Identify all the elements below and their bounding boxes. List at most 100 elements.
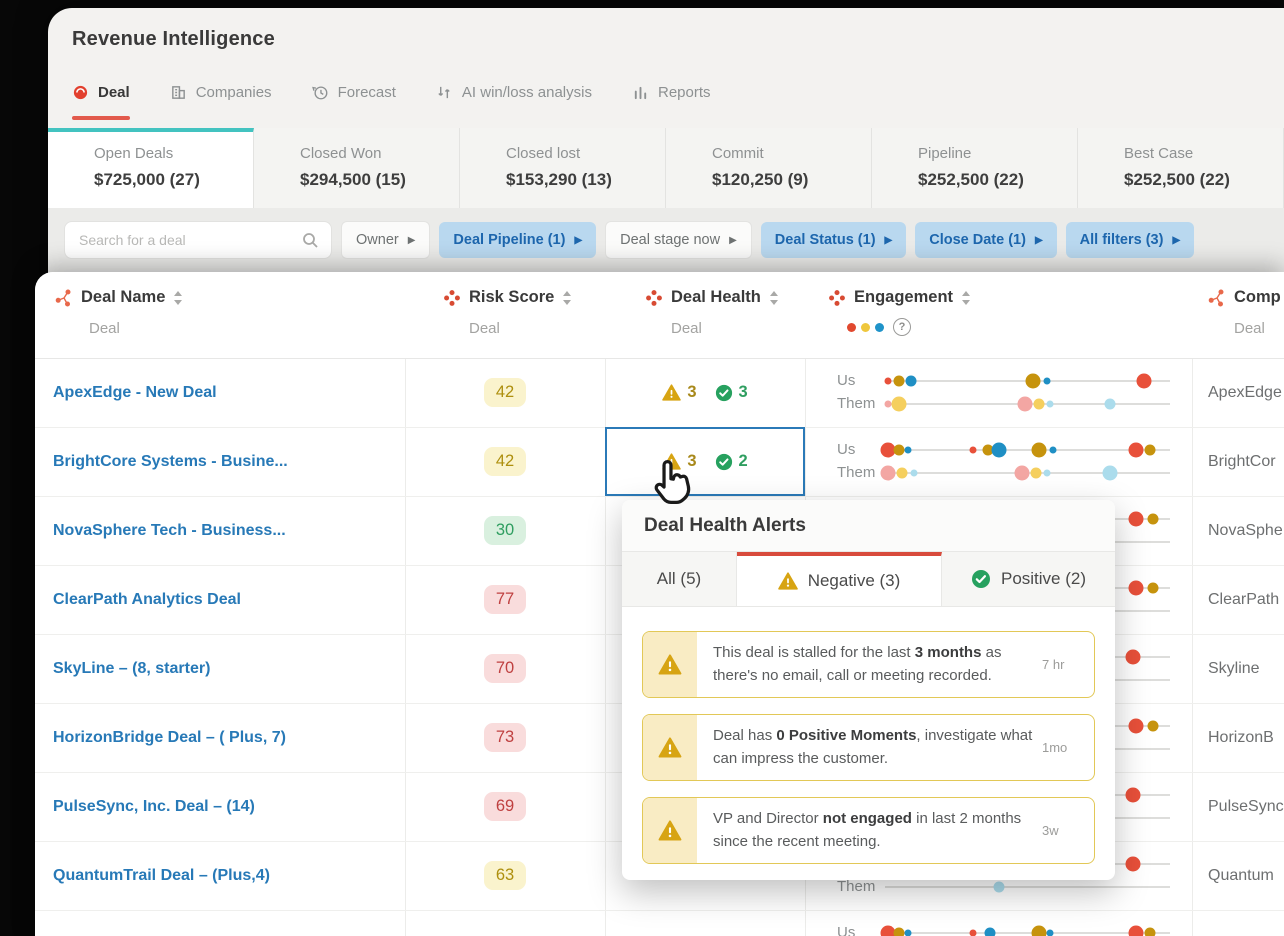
- alert-card[interactable]: This deal is stalled for the last 3 mont…: [642, 631, 1095, 698]
- header-deal-health[interactable]: Deal Health Deal: [605, 272, 805, 358]
- filter-deal-status[interactable]: Deal Status (1) ▶: [760, 222, 907, 258]
- filter-owner[interactable]: Owner ▶: [341, 221, 431, 259]
- engagement-dot-yellow: [896, 467, 908, 478]
- company-cell: ApexEdge: [1192, 358, 1284, 427]
- positive-alerts-stat: 3: [715, 383, 748, 402]
- company-name: ClearPath: [1208, 590, 1280, 608]
- help-icon[interactable]: ?: [893, 318, 911, 336]
- sort-icon[interactable]: [173, 290, 183, 306]
- deal-name-link[interactable]: QuantumTrail Deal – (Plus,4): [53, 866, 270, 884]
- check-circle-icon: [715, 384, 733, 402]
- card-pipeline[interactable]: Pipeline $252,500 (22): [872, 128, 1078, 208]
- engagement-dot-olive: [1147, 513, 1159, 524]
- caret-right-icon: ▶: [407, 234, 416, 246]
- deal-name-link[interactable]: SkyLine – (8, starter): [53, 659, 211, 677]
- alert-age: 3w: [1042, 823, 1059, 838]
- engagement-us-label: Us: [837, 441, 856, 458]
- tab-companies[interactable]: Companies: [170, 84, 272, 101]
- header-deal-name[interactable]: Deal Name Deal: [35, 272, 405, 358]
- alert-card[interactable]: Deal has 0 Positive Moments, investigate…: [642, 714, 1095, 781]
- risk-score-badge: 42: [484, 447, 526, 476]
- gong-logo-icon: [72, 84, 89, 101]
- engagement-dot-pink: [1014, 465, 1030, 480]
- engagement-cell[interactable]: Us Them: [805, 910, 1192, 936]
- header-company[interactable]: Comp Deal: [1192, 272, 1284, 358]
- filter-deal-pipeline[interactable]: Deal Pipeline (1) ▶: [439, 222, 597, 258]
- search-input[interactable]: [77, 231, 281, 249]
- engagement-dot-olive: [1025, 373, 1041, 388]
- table-row: BrightCore Systems - Busine... 42 3 2 Us…: [35, 427, 1284, 497]
- sort-icon[interactable]: [961, 290, 971, 306]
- engagement-dot-red: [884, 377, 892, 384]
- filter-all-filters[interactable]: All filters (3) ▶: [1065, 222, 1195, 258]
- engagement-them-timeline: [884, 396, 1170, 411]
- engagement-dot-olive: [893, 444, 905, 455]
- deal-name-link[interactable]: ApexEdge - New Deal: [53, 383, 217, 401]
- engagement-cell[interactable]: Us Them: [805, 427, 1192, 496]
- warning-icon: [662, 384, 682, 401]
- engagement-dot-red: [1128, 718, 1144, 733]
- warning-icon: [658, 654, 682, 675]
- card-closed-lost[interactable]: Closed lost $153,290 (13): [460, 128, 666, 208]
- card-open-deals[interactable]: Open Deals $725,000 (27): [48, 128, 254, 208]
- popup-tab-positive[interactable]: Positive (2): [942, 552, 1115, 606]
- search-icon: [302, 232, 319, 249]
- card-closed-won[interactable]: Closed Won $294,500 (15): [254, 128, 460, 208]
- popup-tab-all[interactable]: All (5): [622, 552, 737, 606]
- deal-name-link[interactable]: BrightCore Systems - Busine...: [53, 452, 288, 470]
- engagement-us-timeline: [884, 373, 1170, 388]
- engagement-dot-blue: [1043, 377, 1051, 384]
- engagement-cell[interactable]: Us Them: [805, 358, 1192, 427]
- tab-forecast[interactable]: Forecast: [311, 84, 396, 101]
- engagement-dot-blue: [904, 446, 912, 453]
- sort-icon[interactable]: [769, 290, 779, 306]
- company-cell: NovaSphe: [1192, 496, 1284, 565]
- engagement-dot-red: [1128, 925, 1144, 936]
- check-circle-icon: [715, 453, 733, 471]
- tab-deal[interactable]: Deal: [72, 84, 130, 101]
- engagement-dot-olive: [1147, 720, 1159, 731]
- risk-score-cell: [405, 910, 605, 936]
- deal-health-cell[interactable]: 3 2: [605, 427, 805, 496]
- header-engagement[interactable]: Engagement ? D W M ‹: [805, 272, 1192, 358]
- company-name: HorizonB: [1208, 728, 1274, 746]
- engagement-us-label: Us: [837, 924, 856, 936]
- deal-name-link[interactable]: ClearPath Analytics Deal: [53, 590, 241, 608]
- deal-search[interactable]: [64, 221, 332, 259]
- deal-health-cell[interactable]: [605, 910, 805, 936]
- engagement-dot-blue: [1046, 929, 1054, 936]
- alert-card[interactable]: VP and Director not engaged in last 2 mo…: [642, 797, 1095, 864]
- ai-analysis-icon: [436, 84, 453, 101]
- risk-score-badge: 69: [484, 792, 526, 821]
- alert-age: 1mo: [1042, 740, 1068, 755]
- filter-close-date[interactable]: Close Date (1) ▶: [915, 222, 1057, 258]
- card-commit[interactable]: Commit $120,250 (9): [666, 128, 872, 208]
- risk-score-cell: 63: [405, 841, 605, 910]
- column-divider: [405, 272, 406, 936]
- deal-name-link[interactable]: NovaSphere Tech - Business...: [53, 521, 286, 539]
- engagement-dot-olive: [1031, 925, 1047, 936]
- warning-icon: [777, 572, 798, 590]
- company-cell: ClearPath: [1192, 565, 1284, 634]
- deal-name-link[interactable]: PulseSync, Inc. Deal – (14): [53, 797, 255, 815]
- engagement-dot-blue: [904, 929, 912, 936]
- engagement-dot-blue: [984, 927, 996, 936]
- engagement-dot-red: [969, 929, 977, 936]
- filter-deal-stage[interactable]: Deal stage now ▶: [605, 221, 752, 259]
- card-best-case[interactable]: Best Case $252,500 (22): [1078, 128, 1284, 208]
- popup-tab-negative[interactable]: Negative (3): [737, 552, 942, 606]
- engagement-them-label: Them: [837, 464, 876, 481]
- risk-score-cell: 77: [405, 565, 605, 634]
- sort-icon[interactable]: [562, 290, 572, 306]
- caret-right-icon: ▶: [884, 234, 893, 246]
- positive-alerts-stat: 2: [715, 452, 748, 471]
- deal-name-link[interactable]: HorizonBridge Deal – ( Plus, 7): [53, 728, 286, 746]
- company-cell: HorizonB: [1192, 703, 1284, 772]
- tab-ai-winloss[interactable]: AI win/loss analysis: [436, 84, 592, 101]
- engagement-them-timeline: [885, 881, 1170, 892]
- tab-reports[interactable]: Reports: [632, 84, 711, 101]
- caret-right-icon: ▶: [729, 234, 737, 246]
- deal-health-cell[interactable]: 3 3: [605, 358, 805, 427]
- header-risk-score[interactable]: Risk Score Deal: [405, 272, 605, 358]
